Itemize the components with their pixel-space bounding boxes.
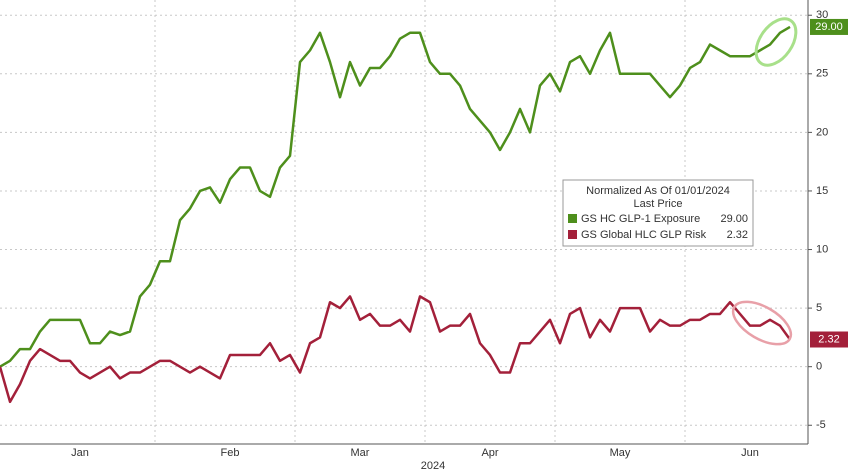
legend-subtitle: Last Price xyxy=(634,198,683,210)
legend-swatch xyxy=(568,214,577,223)
y-tick-label: 30 xyxy=(816,9,828,21)
x-tick-label: Jun xyxy=(741,447,759,459)
last-value-label: 2.32 xyxy=(818,333,839,345)
x-tick-label: Mar xyxy=(351,447,370,459)
y-tick-label: 25 xyxy=(816,68,828,80)
legend-box xyxy=(562,179,754,247)
legend-label: GS HC GLP-1 Exposure xyxy=(581,213,700,225)
highlight-ellipse xyxy=(754,17,798,67)
y-tick-label: 10 xyxy=(816,243,828,255)
x-tick-label: Jan xyxy=(71,447,89,459)
y-tick-label: 5 xyxy=(816,302,822,314)
y-tick-label: 20 xyxy=(816,126,828,138)
legend-title: Normalized As Of 01/01/2024 xyxy=(586,185,730,197)
y-tick-label: 0 xyxy=(816,361,822,373)
x-axis-label: 2024 xyxy=(421,460,445,472)
x-tick-label: May xyxy=(610,447,631,459)
legend-swatch xyxy=(568,230,577,239)
series-line xyxy=(0,295,792,404)
plot xyxy=(0,25,792,404)
legend-label: GS Global HLC GLP Risk xyxy=(581,229,707,241)
y-tick-label: -5 xyxy=(816,419,826,431)
legend: Normalized As Of 01/01/2024 Last Price G… xyxy=(562,179,754,247)
x-tick-label: Feb xyxy=(221,447,240,459)
grid xyxy=(0,0,808,444)
legend-value: 2.32 xyxy=(727,229,748,241)
legend-value: 29.00 xyxy=(720,213,748,225)
x-tick-label: Apr xyxy=(481,447,498,459)
y-tick-label: 15 xyxy=(816,185,828,197)
series-line xyxy=(0,25,791,368)
last-value-tag xyxy=(810,331,848,348)
highlight-ellipse xyxy=(731,300,793,346)
last-value-tag xyxy=(810,18,848,35)
last-value-label: 29.00 xyxy=(815,21,843,33)
